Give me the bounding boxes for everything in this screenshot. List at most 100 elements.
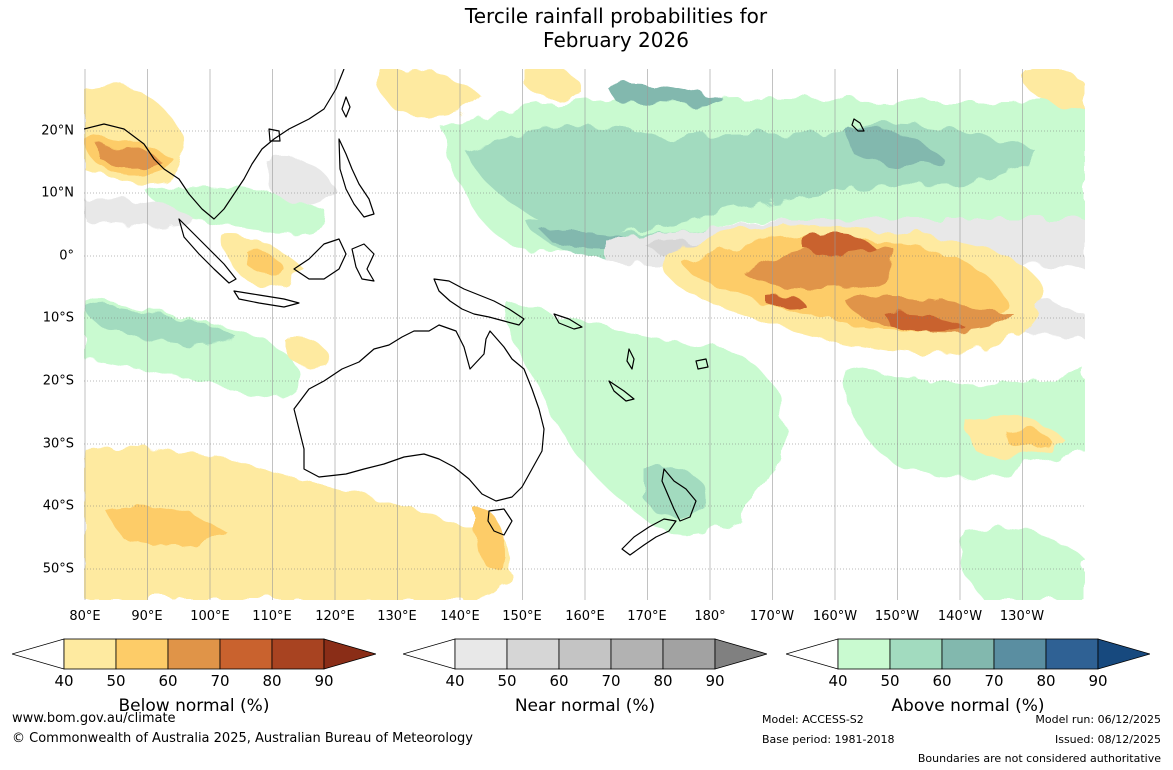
- map-title: Tercile rainfall probabilities for Febru…: [0, 4, 1173, 52]
- lat-label: 40°S: [42, 498, 74, 514]
- lon-label: 140°E: [440, 609, 480, 624]
- lon-label: 130°E: [377, 609, 417, 624]
- borneo-coastline: [293, 238, 347, 280]
- below-normal-region: [284, 338, 330, 371]
- title-line-2: February 2026: [543, 28, 689, 52]
- near-normal-region: [84, 197, 194, 226]
- model-run-date: Model run: 06/12/2025: [1035, 713, 1161, 726]
- above-normal-region: [84, 304, 234, 344]
- hawaii-coastline: [851, 118, 865, 132]
- colorbar-tick: 80: [653, 672, 673, 690]
- new-caledonia-coastline: [608, 380, 635, 402]
- lon-label: 150°E: [502, 609, 542, 624]
- colorbar-tick: 80: [262, 672, 282, 690]
- colorbar-low-extension: [403, 638, 456, 670]
- boundaries-disclaimer: Boundaries are not considered authoritat…: [917, 752, 1161, 765]
- above-normal-region: [504, 299, 785, 536]
- colorbar-segment: [167, 638, 221, 670]
- lat-label: 50°S: [42, 561, 74, 577]
- lat-label: 0°: [59, 248, 74, 264]
- colorbar-tick: 90: [705, 672, 725, 690]
- lat-label: 10°S: [42, 310, 74, 326]
- below-normal-region: [524, 69, 584, 100]
- below-normal-region: [244, 248, 284, 274]
- above-normal-region: [604, 82, 724, 106]
- hainan-coastline: [268, 128, 281, 142]
- colorbar-tick: 50: [880, 672, 900, 690]
- below-normal-region: [884, 313, 964, 330]
- sumatra-coastline: [178, 218, 237, 284]
- colorbar-segment: [610, 638, 664, 670]
- below-normal-region: [1004, 427, 1054, 449]
- below-normal-region: [99, 145, 159, 166]
- model-name: Model: ACCESS-S2: [762, 713, 864, 726]
- new-zealand-south-coastline: [621, 518, 677, 556]
- colorbar-tick: 70: [210, 672, 230, 690]
- colorbar-segment: [115, 638, 169, 670]
- taiwan-coastline: [341, 96, 351, 118]
- vanuatu-coastline: [626, 348, 635, 370]
- colorbar-tick: 90: [1088, 672, 1108, 690]
- java-coastline: [233, 290, 300, 308]
- probability-shading: [84, 69, 1085, 600]
- colorbar-segment: [63, 638, 117, 670]
- colorbar-segment: [558, 638, 612, 670]
- fiji-coastline: [695, 358, 709, 370]
- colorbar-tick: 60: [158, 672, 178, 690]
- colorbar-label-above: Above normal (%): [891, 696, 1045, 716]
- near-normal-region: [264, 155, 334, 205]
- colorbar-segment: [271, 638, 325, 670]
- title-line-1: Tercile rainfall probabilities for: [464, 4, 768, 28]
- website-link[interactable]: www.bom.gov.au/climate: [12, 711, 176, 726]
- colorbar-high-extension: [1097, 638, 1150, 670]
- lon-label: 160°E: [565, 609, 605, 624]
- colorbar-segment: [941, 638, 995, 670]
- lat-label: 10°N: [41, 185, 74, 201]
- base-period: Base period: 1981-2018: [762, 733, 895, 746]
- lon-label: 120°E: [315, 609, 355, 624]
- graticule: [84, 69, 1085, 600]
- colorbar-tick: 70: [601, 672, 621, 690]
- lon-label: 180°: [694, 609, 726, 624]
- lat-label: 20°N: [41, 123, 74, 139]
- colorbar-label-near: Near normal (%): [514, 696, 656, 716]
- new-guinea-coastline: [433, 278, 525, 326]
- colorbar-segment: [454, 638, 508, 670]
- below-normal-region: [379, 69, 484, 118]
- below-normal-region: [844, 297, 1014, 331]
- lon-label: 80°E: [69, 609, 101, 624]
- lon-label: 140°W: [937, 609, 983, 624]
- issued-date: Issued: 08/12/2025: [1054, 733, 1161, 746]
- lon-label: 130°W: [999, 609, 1045, 624]
- copyright-text: © Commonwealth of Australia 2025, Austra…: [12, 731, 473, 746]
- below-normal-region: [1024, 69, 1085, 110]
- above-normal-region: [844, 128, 944, 169]
- lon-label: 100°E: [190, 609, 230, 624]
- colorbar-segment: [506, 638, 560, 670]
- above-normal-region: [644, 466, 706, 518]
- colorbar-tick: 50: [106, 672, 126, 690]
- lat-label: 20°S: [42, 373, 74, 389]
- colorbar-near-normal: [403, 638, 767, 670]
- colorbar-tick: 70: [984, 672, 1004, 690]
- colorbar-tick: 80: [1036, 672, 1056, 690]
- below-normal-region: [474, 508, 505, 572]
- below-normal-region: [764, 293, 804, 308]
- lon-label: 110°E: [252, 609, 292, 624]
- solomon-islands-coastline: [553, 313, 583, 330]
- philippines-coastline: [338, 138, 375, 218]
- tasmania-coastline: [487, 508, 513, 536]
- colorbar-low-extension: [786, 638, 839, 670]
- below-normal-region: [804, 234, 874, 254]
- colorbar-segment: [993, 638, 1047, 670]
- below-normal-region: [104, 505, 224, 546]
- sulawesi-coastline: [351, 243, 375, 282]
- forecast-map: [84, 69, 1085, 600]
- lon-label: 150°W: [874, 609, 920, 624]
- colorbar-label-below: Below normal (%): [118, 696, 270, 716]
- colorbar-tick: 40: [54, 672, 74, 690]
- colorbar-segment: [662, 638, 716, 670]
- colorbar-tick: 40: [828, 672, 848, 690]
- colorbar-segment: [889, 638, 943, 670]
- lon-label: 170°W: [749, 609, 795, 624]
